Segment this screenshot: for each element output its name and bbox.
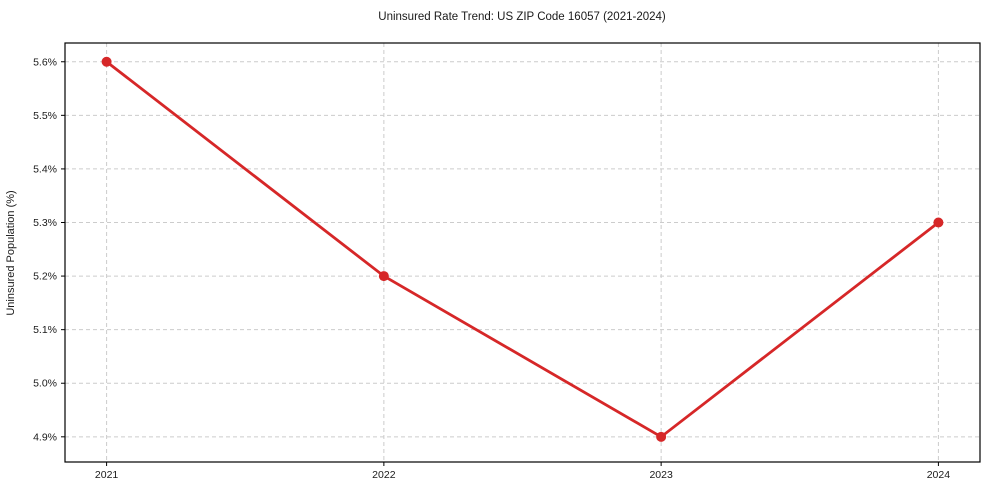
axes: 4.9% 5.0% 5.1% 5.2% 5.3% 5.4% 5.5% 5.6% 2021 2022… [33, 42, 981, 481]
data-point-marker [378, 271, 389, 282]
y-tick-label: 5.0% [33, 378, 57, 390]
y-tick-label: 5.6% [33, 56, 57, 68]
data-point-marker [656, 431, 667, 442]
data-point-marker [933, 217, 944, 228]
data-series [101, 56, 944, 442]
y-axis-label: Uninsured Population (%) [5, 190, 17, 315]
x-tick-label: 2024 [927, 469, 951, 481]
y-tick-label: 5.4% [33, 163, 57, 175]
x-tick-label: 2023 [649, 469, 673, 481]
chart-title: Uninsured Rate Trend: US ZIP Code 16057 … [378, 11, 666, 23]
gridlines [65, 43, 980, 462]
y-tick-label: 5.1% [33, 324, 57, 336]
y-tick-label: 5.2% [33, 271, 57, 283]
y-tick-label: 5.5% [33, 110, 57, 122]
x-tick-label: 2021 [95, 469, 119, 481]
trend-line [105, 60, 940, 439]
y-tick-label: 4.9% [33, 431, 57, 443]
y-tick-label: 5.3% [33, 217, 57, 229]
x-tick-label: 2022 [372, 469, 396, 481]
plot-frame [64, 42, 981, 463]
data-point-marker [101, 56, 112, 67]
